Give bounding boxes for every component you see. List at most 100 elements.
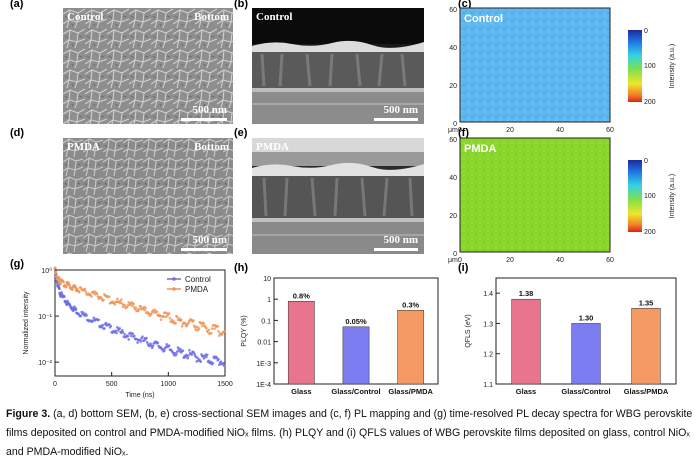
legend-label-control: Control (185, 275, 211, 284)
trpl-decay-chart: 10⁰ 10⁻¹ 10⁻² 0 500 1000 1500 Time (ns) Normaliz… (23, 266, 233, 399)
qfls-bar-chart: 1.38 Glass 1.30 Glass/Control 1.35 Glass/PMDA… (465, 277, 677, 396)
map-ytick: 40 (449, 45, 457, 52)
sem-image-control-bottom: Control Bottom 500 nm (63, 8, 233, 124)
data-point-control (133, 334, 136, 338)
y-tick-label: 1E-4 (256, 382, 271, 389)
data-point-pmda (175, 315, 179, 319)
x-tick-label: Glass/Control (561, 387, 610, 396)
bar-value-label: 1.38 (519, 289, 534, 298)
data-point-pmda (132, 302, 135, 306)
data-point-control (188, 348, 191, 352)
data-point-pmda (167, 312, 171, 315)
panel-label-c: (c) (458, 0, 472, 10)
bar-glass-pmda (631, 308, 661, 385)
bar-value-label: 1.35 (639, 298, 654, 307)
data-point-pmda (116, 297, 119, 301)
data-point-control (218, 363, 221, 367)
data-point-control (179, 347, 182, 351)
data-point-control (115, 331, 118, 335)
panel-label-b: (b) (234, 0, 249, 10)
data-point-control (121, 330, 125, 334)
sem-tag-bottom: Bottom (194, 141, 229, 153)
map-ytick: 20 (449, 83, 457, 90)
scale-label: 500 nm (192, 104, 227, 116)
data-point-control (139, 340, 143, 343)
data-point-control (205, 355, 208, 359)
data-point-control (109, 324, 113, 328)
map-xtick: 40 (556, 127, 564, 134)
legend-marker-control (172, 277, 176, 281)
data-point-pmda (83, 287, 87, 291)
data-point-control (101, 323, 105, 327)
data-point-pmda (143, 308, 147, 312)
data-point-control (187, 354, 190, 357)
data-point-pmda (171, 318, 174, 322)
map-ytick: 0 (453, 121, 457, 128)
data-point-control (145, 336, 148, 340)
data-point-pmda (159, 318, 163, 321)
data-point-control (136, 341, 139, 344)
scale-bar (181, 248, 227, 251)
data-point-control (205, 353, 209, 357)
data-point-control (103, 327, 106, 330)
sem-image-pmda-bottom: PMDA Bottom 500 nm (63, 138, 233, 254)
data-point-control (162, 349, 166, 353)
sem-tag-pmda: PMDA (256, 141, 289, 153)
bar-value-label: 0.3% (402, 300, 419, 309)
panel-label-f: (f) (458, 127, 469, 139)
data-point-control (151, 344, 155, 348)
panel-label-i: (i) (458, 262, 469, 274)
colorbar-label: Intensity (a.u.) (669, 44, 676, 88)
data-point-control (156, 341, 160, 345)
data-point-control (175, 350, 179, 353)
data-point-pmda (207, 328, 211, 332)
data-point-pmda (144, 306, 147, 310)
data-point-control (118, 327, 122, 330)
sem-tag-control: Control (67, 11, 104, 23)
data-point-pmda (120, 302, 124, 305)
sem-tag-control: Control (256, 11, 293, 23)
data-point-control (74, 307, 78, 310)
map-unit: μm (448, 127, 458, 134)
data-point-control (202, 357, 206, 360)
y-tick-label: 1 (267, 297, 271, 304)
data-point-pmda (68, 283, 71, 287)
data-point-control (161, 347, 164, 351)
sem-image-pmda-cross-section: PMDA 500 nm (252, 138, 424, 254)
data-point-control (211, 361, 215, 365)
data-point-pmda (222, 330, 226, 333)
data-point-pmda (174, 321, 177, 325)
scale-label: 500 nm (383, 104, 418, 116)
data-point-pmda (102, 298, 105, 302)
data-point-pmda (205, 326, 208, 330)
map-ytick: 20 (449, 213, 457, 220)
data-point-control (116, 326, 119, 329)
y-tick-label: 0.01 (257, 340, 271, 347)
data-point-pmda (62, 280, 65, 284)
bar-glass-pmda (397, 310, 425, 385)
data-point-pmda (84, 290, 88, 294)
map-ytick: 0 (453, 251, 457, 258)
panel-label-g: (g) (10, 258, 25, 270)
bar-glass (511, 298, 541, 385)
data-point-control (167, 344, 171, 348)
data-point-control (196, 356, 199, 360)
y-tick-label: 10⁻¹ (38, 314, 52, 321)
data-point-control (97, 318, 101, 322)
panel-label-a: (a) (10, 0, 24, 10)
map-xtick: 20 (506, 127, 514, 134)
colorbar-label: Intensity (a.u.) (669, 174, 676, 218)
data-point-control (186, 356, 190, 360)
pl-map-control: Control 60 40 20 0 μm 0 20 40 60 0 100 2… (448, 7, 676, 134)
data-point-pmda (120, 298, 123, 301)
bar-value-label: 1.30 (579, 313, 594, 322)
data-point-control (92, 316, 96, 320)
y-tick-label: 10 (263, 276, 271, 283)
colorbar-tick: 100 (644, 193, 656, 200)
y-tick-label: 1.2 (483, 352, 493, 359)
data-point-pmda (95, 292, 99, 296)
x-tick-label: Glass (516, 387, 536, 396)
map-ytick: 60 (449, 137, 457, 144)
x-tick-label: 500 (106, 381, 118, 388)
data-point-pmda (192, 319, 195, 322)
